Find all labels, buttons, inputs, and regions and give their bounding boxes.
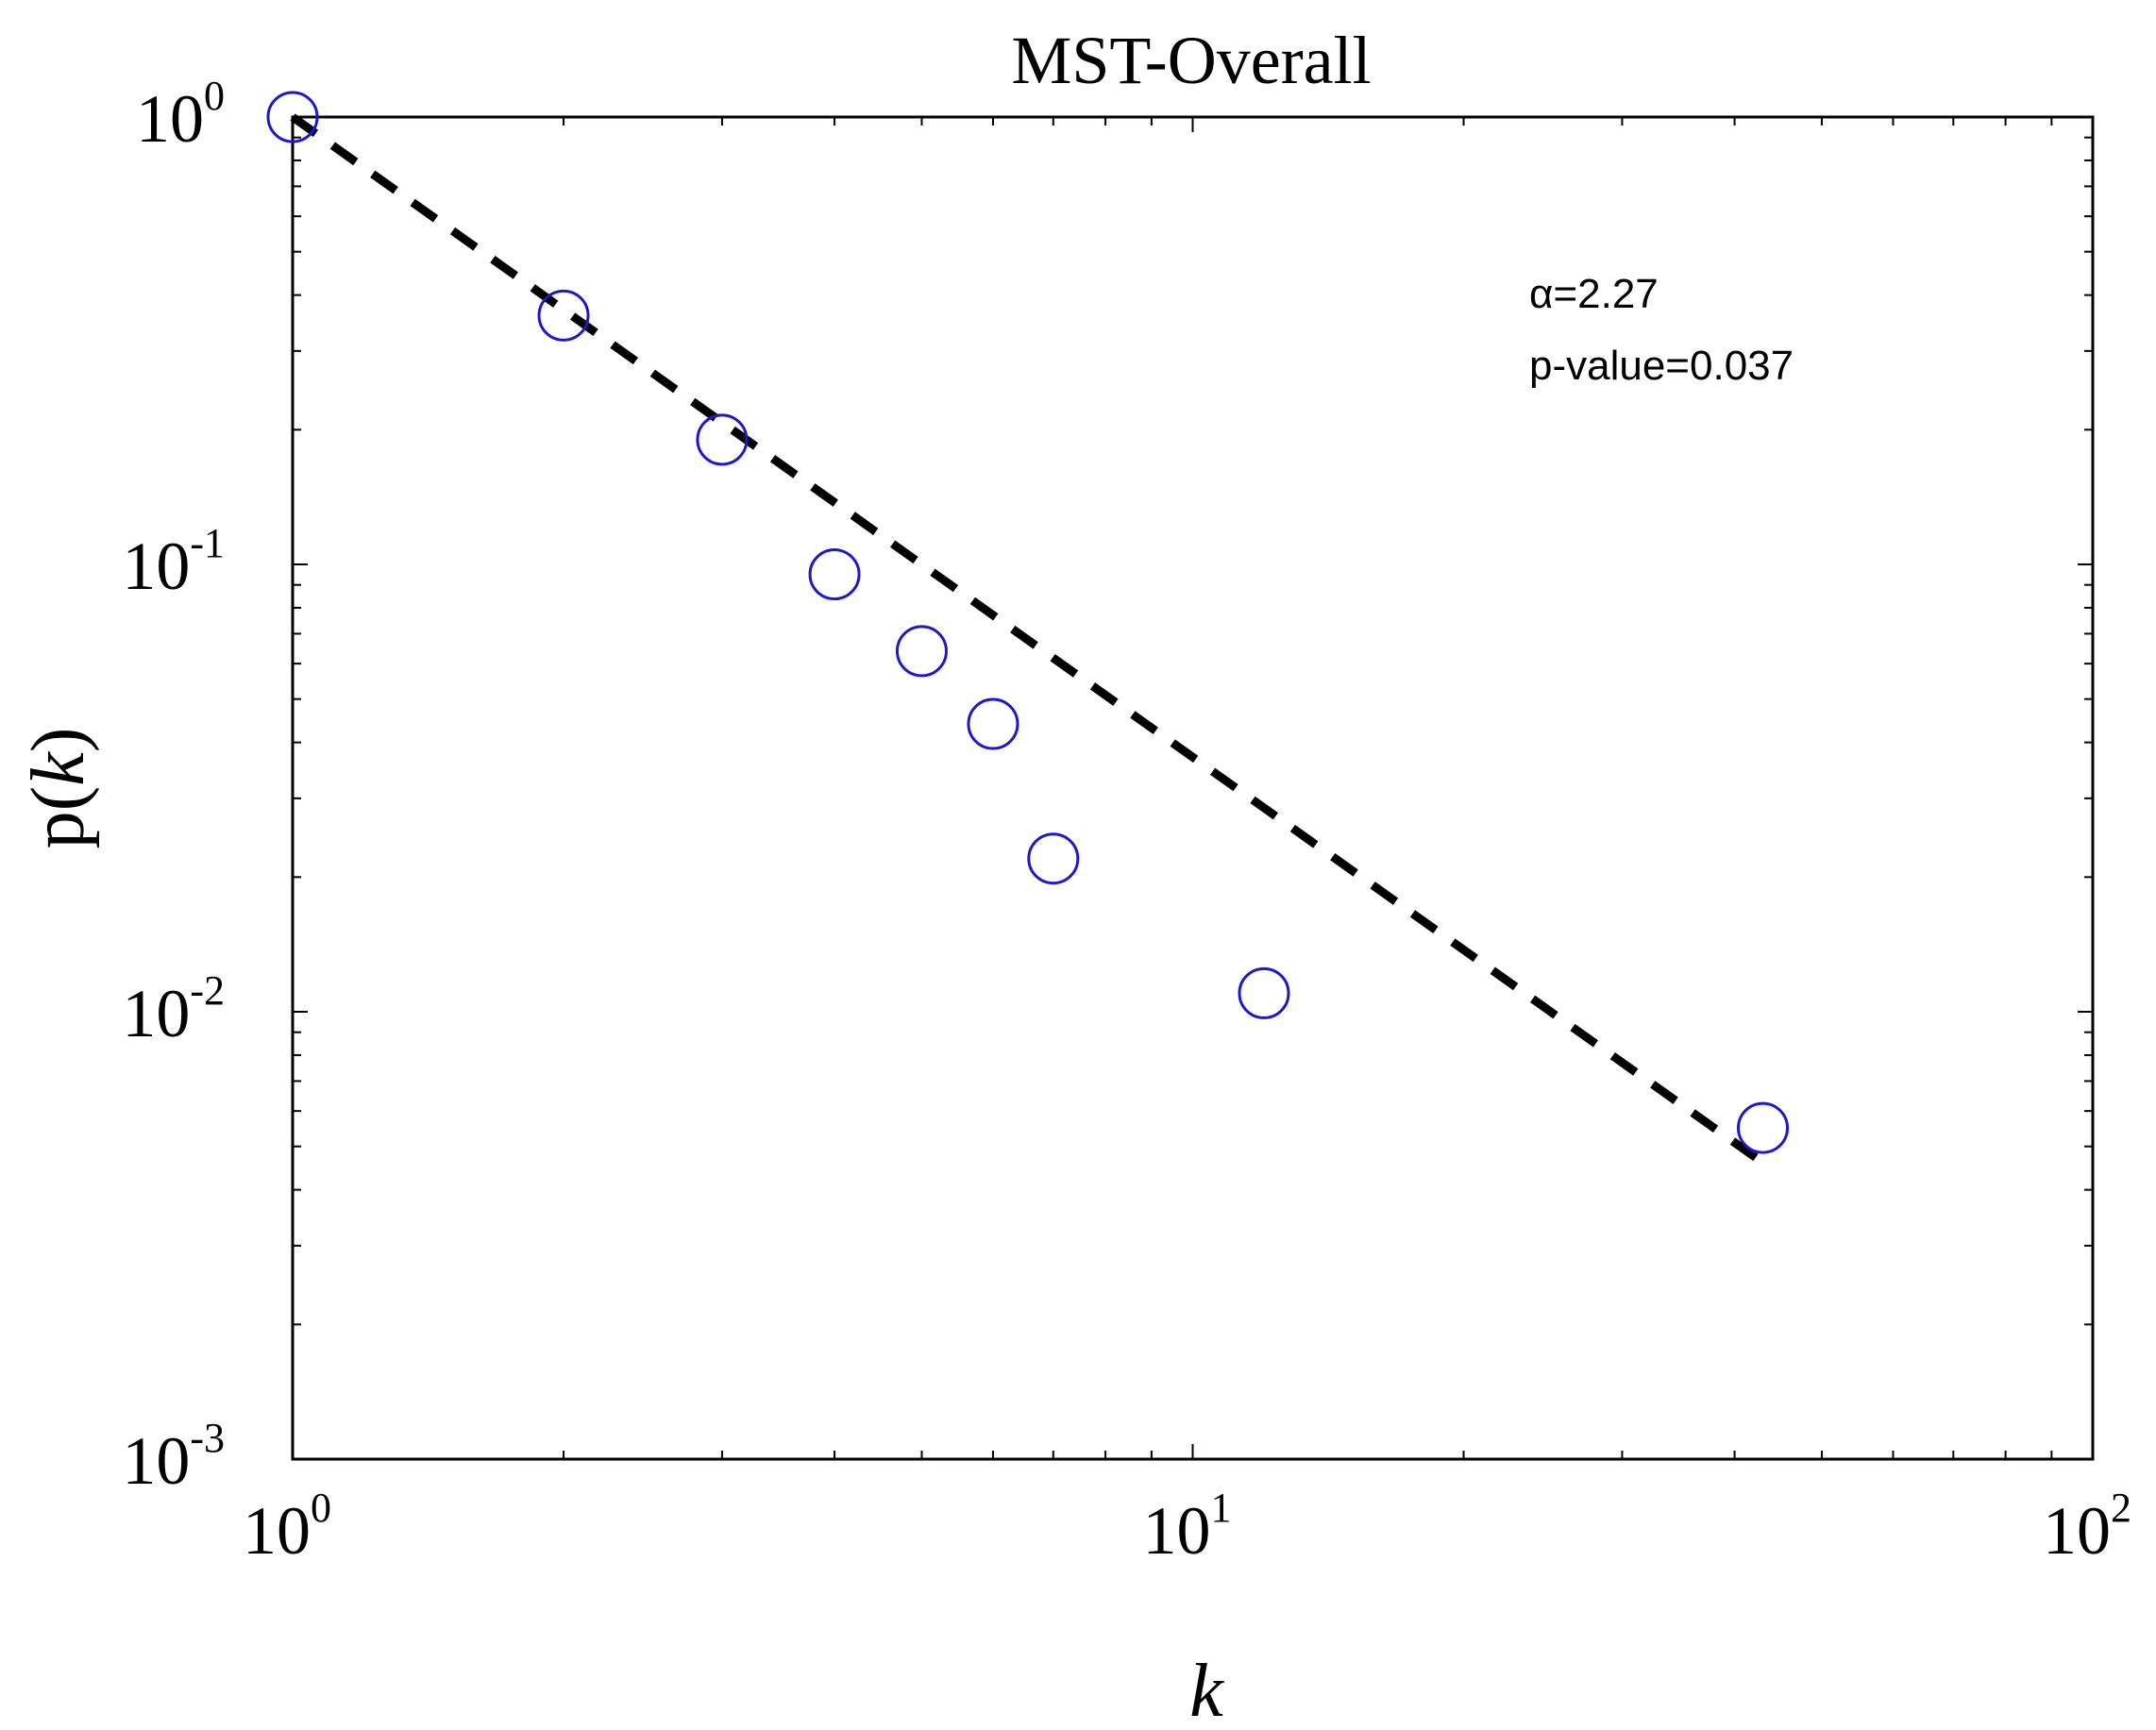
y-tick-label-exponent: 0 — [204, 73, 225, 119]
data-point — [1737, 1101, 1790, 1154]
y-tick-label-base: 10 — [136, 81, 204, 157]
data-point — [1238, 966, 1290, 1019]
fit-layer — [290, 113, 1766, 1167]
y-tick-label: 10-3 — [122, 1415, 225, 1499]
data-point — [808, 548, 861, 601]
x-tick-label-base: 10 — [1143, 1493, 1211, 1569]
y-tick-label-exponent: -3 — [190, 1415, 225, 1461]
data-point — [696, 413, 749, 466]
x-tick-label-exponent: 1 — [1211, 1485, 1232, 1531]
x-tick-label: 100 — [243, 1485, 331, 1569]
chart-title: MST-Overall — [1011, 23, 1371, 98]
data-point — [537, 289, 590, 342]
y-tick-label: 10-1 — [122, 520, 225, 604]
y-axis-label-prefix: p( — [17, 786, 100, 849]
y-tick-label-exponent: -2 — [190, 967, 225, 1014]
x-tick-label-base: 10 — [243, 1493, 311, 1569]
annotation-p-value: p-value=0.037 — [1529, 343, 1794, 389]
annotation-alpha: α=2.27 — [1529, 271, 1659, 317]
x-tick-label-exponent: 0 — [311, 1485, 331, 1531]
y-tick-label: 10-2 — [122, 967, 225, 1051]
y-tick-label-base: 10 — [122, 976, 190, 1051]
y-axis-label-suffix: ) — [17, 728, 100, 753]
fit-line — [290, 113, 1766, 1167]
y-tick-label-exponent: -1 — [190, 520, 225, 566]
x-tick-label: 102 — [2043, 1485, 2131, 1569]
x-tick-labels: 100 101 102 — [243, 1485, 2131, 1569]
y-axis-label-var: k — [17, 751, 100, 786]
y-axis-label: p(k) — [17, 728, 100, 849]
data-point — [1027, 832, 1080, 885]
data-point — [266, 91, 319, 143]
y-tick-label: 100 — [136, 73, 225, 157]
x-tick-label-exponent: 2 — [2111, 1485, 2131, 1531]
plot-area-frame — [291, 115, 2095, 1461]
x-tick-label-base: 10 — [2043, 1493, 2111, 1569]
y-tick-label-base: 10 — [122, 1423, 190, 1499]
data-point — [895, 625, 948, 678]
x-axis-label: k — [1189, 1650, 1224, 1730]
x-tick-label: 101 — [1143, 1485, 1232, 1569]
data-point — [967, 697, 1019, 750]
data-points — [266, 91, 1790, 1154]
y-tick-label-base: 10 — [122, 529, 190, 604]
